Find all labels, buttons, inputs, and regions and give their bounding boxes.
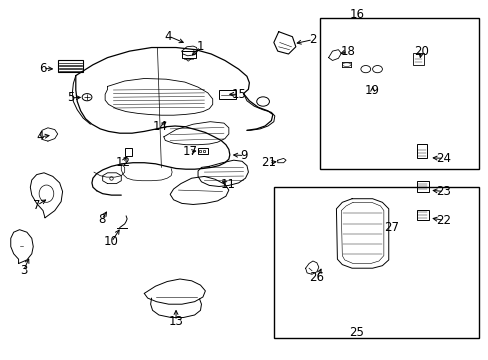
Text: 27: 27 — [383, 221, 398, 234]
Bar — [320, 18, 478, 169]
Text: 9: 9 — [240, 149, 248, 162]
Text: 24: 24 — [436, 152, 450, 165]
Text: 5: 5 — [67, 91, 75, 104]
Text: 19: 19 — [365, 84, 379, 97]
Text: 3: 3 — [20, 264, 27, 277]
Text: 25: 25 — [349, 327, 364, 339]
Bar — [197, 148, 208, 154]
Text: 4: 4 — [37, 130, 44, 143]
Text: 20: 20 — [413, 45, 428, 58]
Text: 17: 17 — [182, 145, 197, 158]
Text: 8: 8 — [98, 213, 105, 226]
Text: 10: 10 — [104, 235, 119, 248]
Bar — [58, 60, 83, 72]
Text: 6: 6 — [39, 62, 47, 75]
Text: 7: 7 — [33, 199, 41, 212]
Text: 23: 23 — [436, 185, 450, 198]
Bar — [182, 51, 195, 58]
Text: 18: 18 — [340, 45, 355, 58]
Text: 26: 26 — [309, 271, 324, 284]
Text: 2: 2 — [308, 33, 316, 46]
Bar — [416, 181, 428, 192]
Text: 16: 16 — [349, 8, 364, 21]
Bar — [124, 148, 132, 156]
Text: 14: 14 — [153, 120, 167, 133]
Text: 21: 21 — [261, 156, 276, 169]
Text: 15: 15 — [231, 88, 245, 101]
Text: 13: 13 — [168, 315, 183, 328]
Text: 1: 1 — [196, 40, 204, 53]
Text: 12: 12 — [116, 156, 130, 169]
Text: 4: 4 — [164, 30, 172, 42]
Bar — [412, 53, 423, 65]
Text: 22: 22 — [436, 214, 450, 227]
Bar — [416, 144, 427, 158]
Bar — [219, 90, 235, 99]
Bar — [416, 210, 428, 220]
Bar — [273, 187, 478, 338]
Text: 11: 11 — [220, 178, 235, 191]
